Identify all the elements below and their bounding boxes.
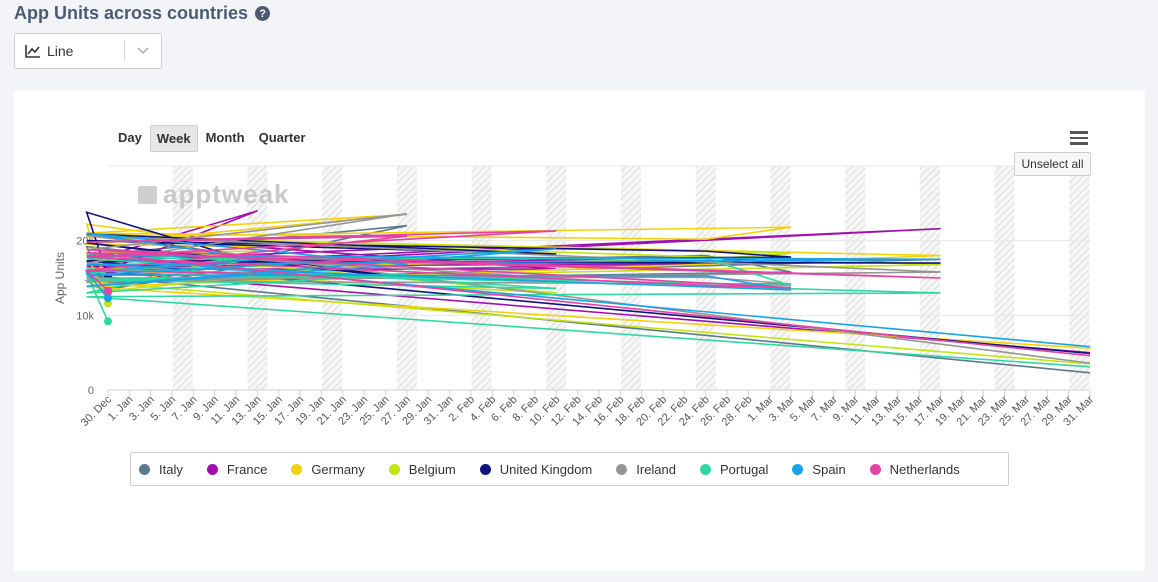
range-quarter-button[interactable]: Quarter xyxy=(258,130,306,145)
series-start-point xyxy=(104,286,112,295)
legend-item-germany[interactable]: Germany xyxy=(291,461,365,477)
select-divider xyxy=(124,41,125,61)
series-start-point xyxy=(104,294,112,303)
page-title-text: App Units across countries xyxy=(14,3,249,23)
legend-marker xyxy=(388,463,400,475)
chart-type-select[interactable]: Line xyxy=(14,33,162,69)
chart-legend: Italy France Germany Belgium United Kingdom I… xyxy=(130,452,1009,486)
series-line-netherlands xyxy=(84,230,1091,357)
hamburger-menu-icon[interactable] xyxy=(1070,131,1088,148)
range-week-button[interactable]: Week xyxy=(149,125,198,152)
chevron-down-icon[interactable] xyxy=(125,47,161,55)
range-month-button[interactable]: Month xyxy=(205,130,245,145)
legend-label: France xyxy=(226,461,268,477)
question-circle-icon[interactable]: ? xyxy=(255,6,271,21)
legend-item-portugal[interactable]: Portugal xyxy=(700,462,768,477)
page-title: App Units across countries ? xyxy=(14,3,271,24)
y-tick-label: 0 xyxy=(88,385,94,397)
legend-marker xyxy=(792,463,804,475)
legend-item-ireland[interactable]: Ireland xyxy=(616,462,676,477)
legend-label: Italy xyxy=(159,461,183,477)
series-start-point xyxy=(104,317,112,326)
legend-label: Spain xyxy=(812,461,846,477)
legend-marker xyxy=(479,463,491,475)
legend-label: Germany xyxy=(311,461,365,477)
watermark-logo-icon xyxy=(138,186,157,204)
legend-item-italy[interactable]: Italy xyxy=(139,462,183,477)
weekend-band xyxy=(994,166,1015,390)
legend-marker xyxy=(206,463,218,475)
legend-label: Netherlands xyxy=(889,461,960,477)
line-chart-icon xyxy=(25,45,40,58)
legend-marker xyxy=(616,463,628,475)
legend-label: Portugal xyxy=(720,461,769,477)
legend-label: United Kingdom xyxy=(499,461,593,477)
legend-marker xyxy=(291,463,303,475)
unselect-all-button[interactable]: Unselect all xyxy=(1014,152,1091,176)
legend-marker xyxy=(869,463,881,475)
range-day-button[interactable]: Day xyxy=(118,130,142,145)
legend-item-netherlands[interactable]: Netherlands xyxy=(869,461,960,477)
weekend-band xyxy=(845,166,866,390)
watermark: apptweak xyxy=(163,179,290,209)
y-axis-title: App Units xyxy=(53,252,67,304)
legend-item-belgium[interactable]: Belgium xyxy=(388,461,456,477)
weekend-band xyxy=(770,166,791,390)
legend-item-united-kingdom[interactable]: United Kingdom xyxy=(479,461,593,477)
chart-type-value: Line xyxy=(47,43,74,59)
legend-item-spain[interactable]: Spain xyxy=(792,461,846,477)
legend-item-france[interactable]: France xyxy=(206,461,268,477)
range-selector: Day Week Month Quarter xyxy=(112,125,312,152)
legend-marker xyxy=(700,463,711,475)
weekend-band xyxy=(1069,166,1090,390)
y-tick-label: 10k xyxy=(76,310,94,322)
legend-marker xyxy=(139,463,150,475)
legend-label: Ireland xyxy=(636,461,676,477)
legend-label: Belgium xyxy=(408,461,456,477)
